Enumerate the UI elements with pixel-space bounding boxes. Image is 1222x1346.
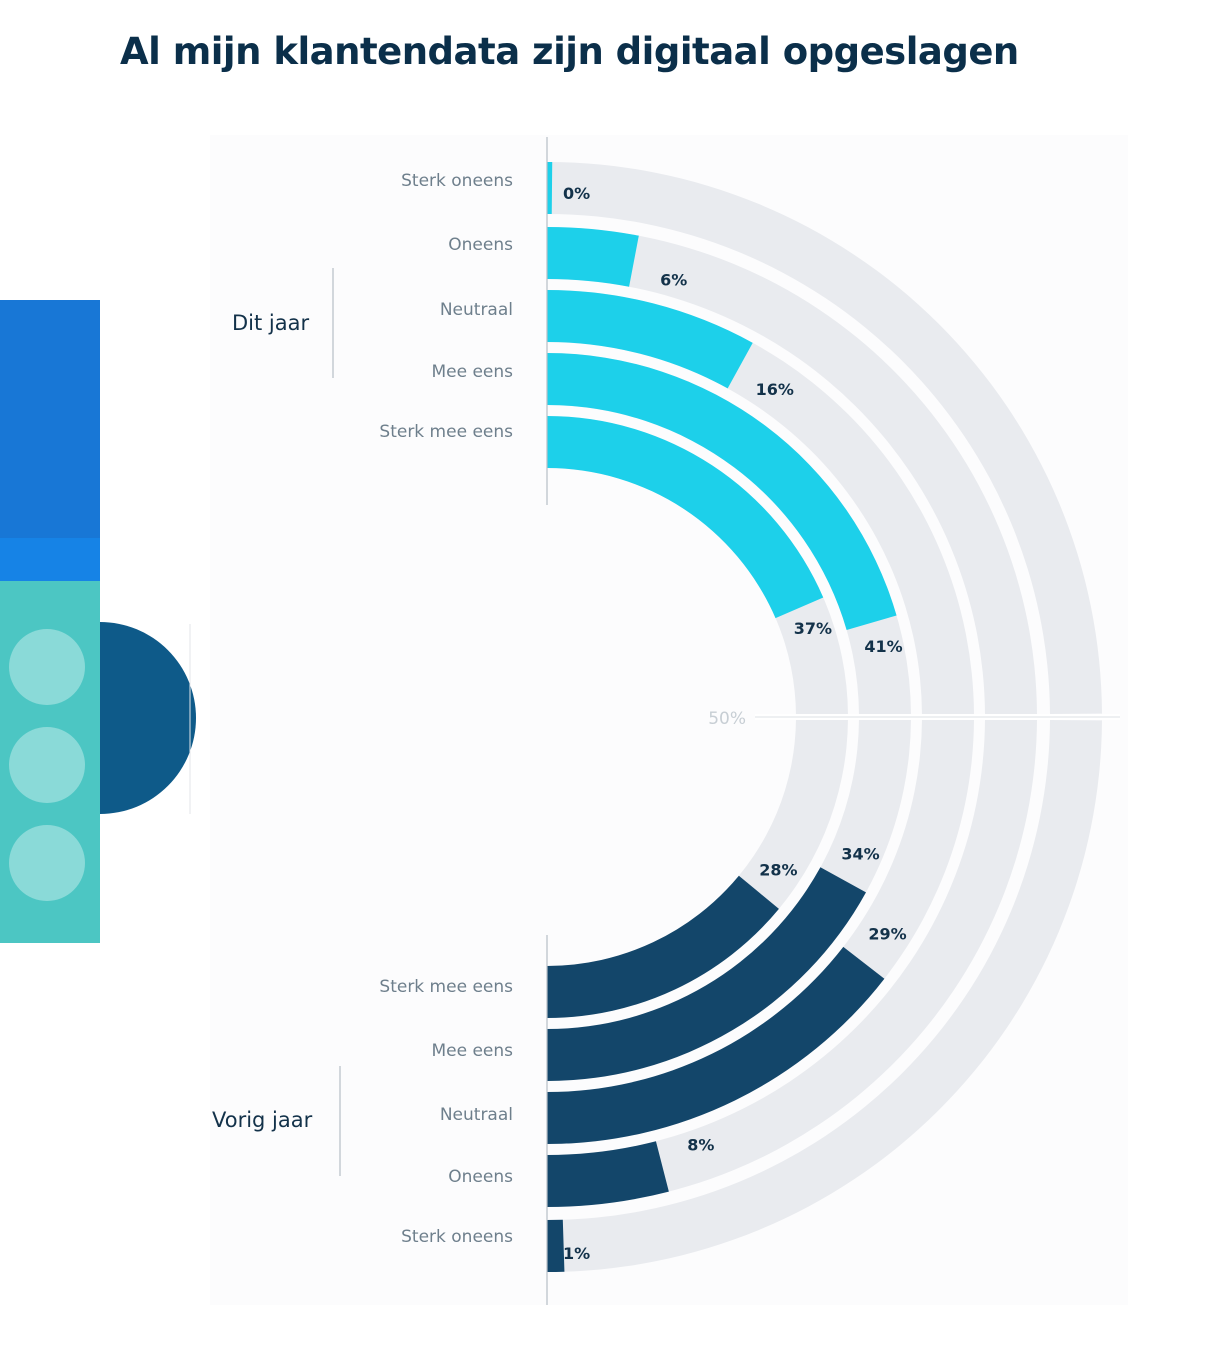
track-bottom-0 <box>547 720 1102 1272</box>
bar-last-year-0 <box>547 1219 565 1272</box>
category-label-top-1: Oneens <box>448 235 513 255</box>
value-label-this-year-3: 41% <box>864 637 902 656</box>
category-label-bottom-3: Mee eens <box>431 1041 513 1061</box>
category-label-bottom-2: Neutraal <box>440 1105 513 1125</box>
category-label-top-4: Sterk mee eens <box>379 422 513 442</box>
value-label-this-year-1: 6% <box>660 270 687 289</box>
bar-this-year-1 <box>547 227 639 287</box>
decorative-graphic <box>0 300 196 943</box>
value-label-this-year-0: 0% <box>563 184 590 203</box>
category-label-top-3: Mee eens <box>431 362 513 382</box>
value-label-last-year-0: 1% <box>563 1244 590 1263</box>
category-label-bottom-4: Sterk mee eens <box>379 977 513 997</box>
scale-label: 50% <box>708 709 746 729</box>
value-label-last-year-4: 28% <box>759 861 797 880</box>
page-title: Al mijn klantendata zijn digitaal opgesl… <box>120 30 1019 73</box>
bar-this-year-2 <box>547 290 753 389</box>
bar-this-year-0 <box>547 162 553 215</box>
series-label-this-year: Dit jaar <box>232 311 309 335</box>
bar-this-year-3 <box>547 353 897 630</box>
category-label-bottom-0: Sterk oneens <box>401 1227 513 1247</box>
bar-last-year-4 <box>547 875 779 1018</box>
category-label-top-2: Neutraal <box>440 300 513 320</box>
bar-last-year-3 <box>547 867 866 1081</box>
value-label-last-year-1: 8% <box>687 1136 714 1155</box>
bar-last-year-2 <box>547 946 885 1144</box>
value-label-last-year-3: 34% <box>841 845 879 864</box>
value-label-this-year-2: 16% <box>756 380 794 399</box>
value-label-last-year-2: 29% <box>868 924 906 943</box>
track-top-0 <box>547 162 1102 714</box>
category-label-top-0: Sterk oneens <box>401 171 513 191</box>
category-label-bottom-1: Oneens <box>448 1167 513 1187</box>
bar-last-year-1 <box>547 1141 669 1207</box>
series-label-last-year: Vorig jaar <box>212 1108 313 1132</box>
bar-this-year-4 <box>547 416 824 619</box>
value-label-this-year-4: 37% <box>794 619 832 638</box>
